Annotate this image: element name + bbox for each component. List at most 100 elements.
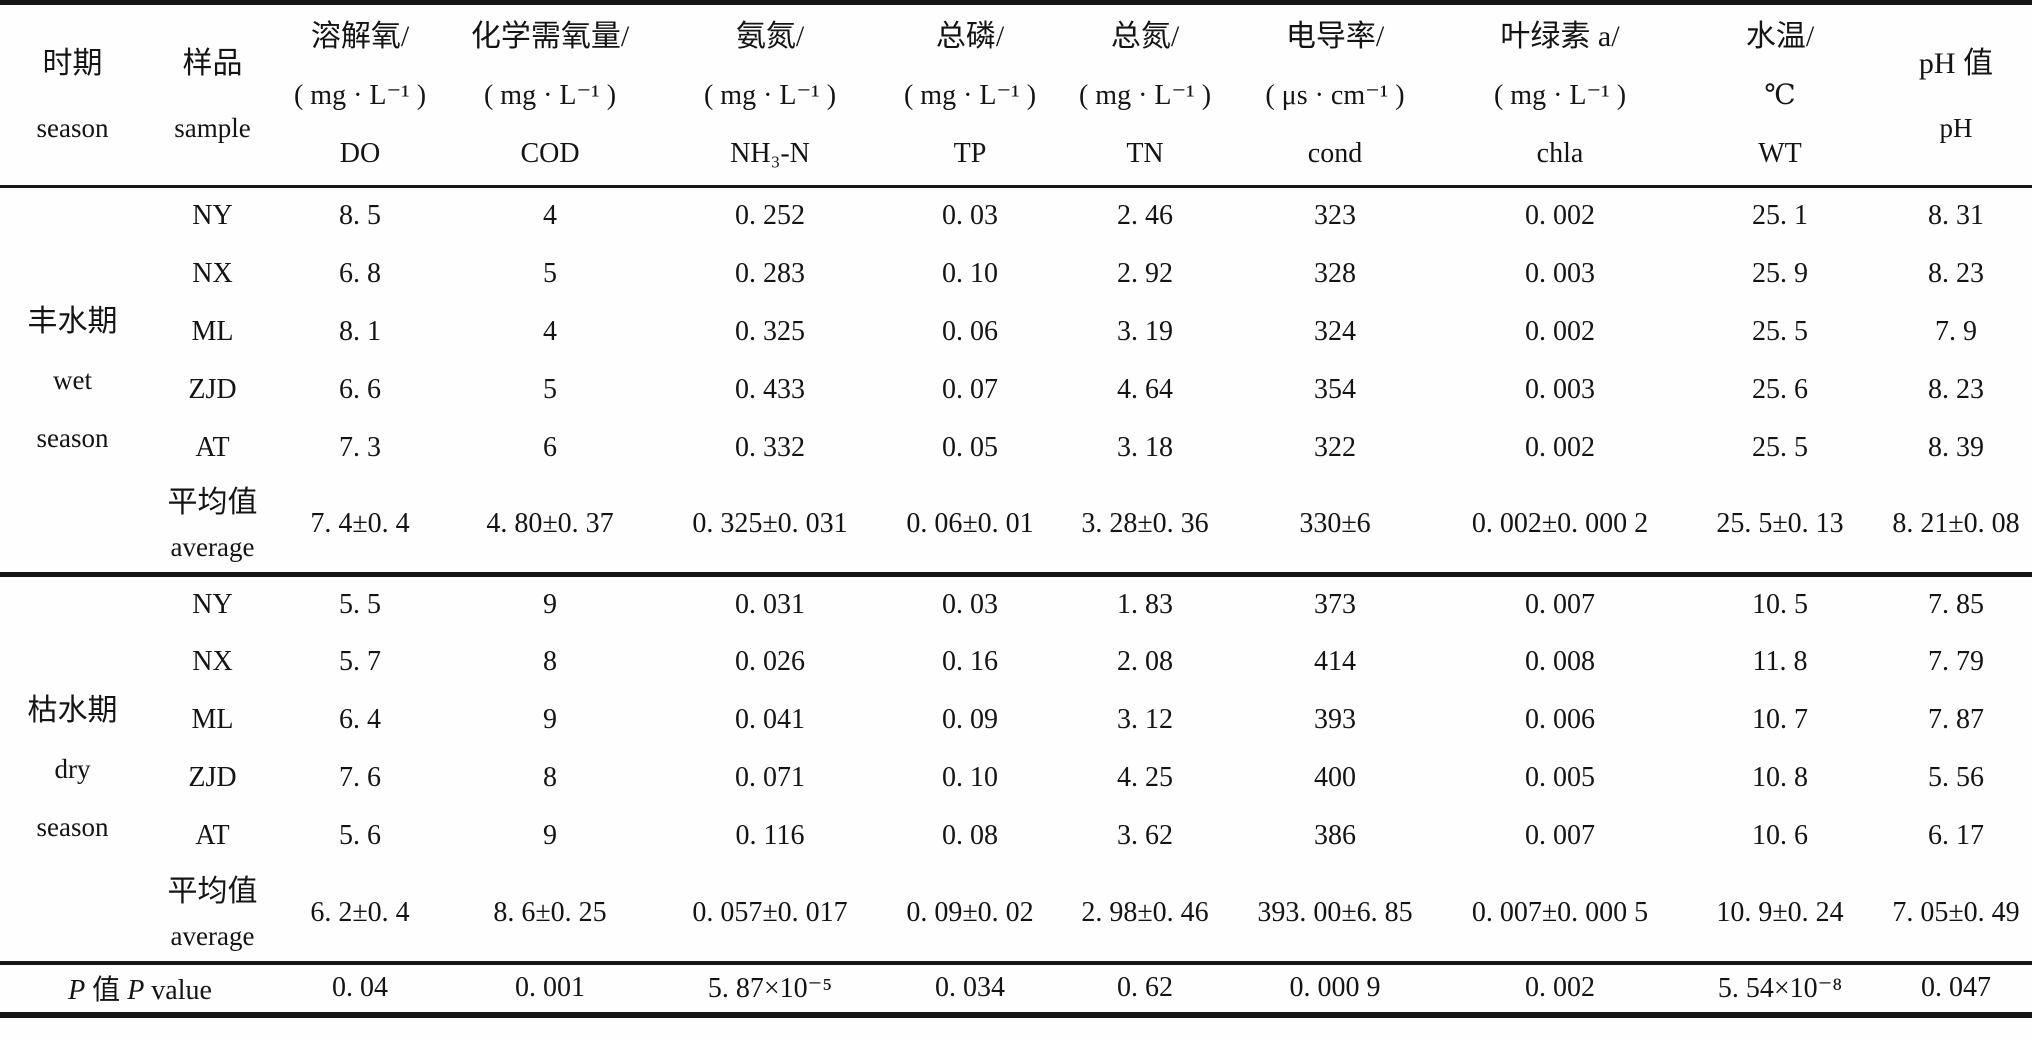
- table-cell: 5. 7: [339, 645, 381, 677]
- table-cell: 0. 000 9: [1289, 972, 1381, 1003]
- table-cell: 8. 5: [339, 200, 381, 232]
- header-line-zh: 总磷/: [935, 20, 1005, 53]
- header-line-zh: pH 值: [1918, 47, 1994, 80]
- header-cell-chla: 叶绿素 a/ ( mg · L⁻¹ ) chla: [1440, 3, 1680, 187]
- table-header: 时期 season 样品 sample 溶解氧/ ( mg · L⁻¹ ) DO…: [0, 3, 2032, 187]
- table-cell: 0. 026: [735, 645, 805, 677]
- table-cell: 0. 057±0. 017: [692, 896, 848, 928]
- table-cell: 0. 03: [942, 588, 998, 620]
- wet-season-block: 丰水期 wet season NY 8. 5 4 0. 252 0. 03 2.…: [0, 187, 2032, 575]
- table-cell: 0. 325: [735, 315, 805, 347]
- table-cell: 7. 79: [1928, 645, 1984, 677]
- table-cell: 0. 002: [1525, 431, 1595, 463]
- table-row: 丰水期 wet season NY 8. 5 4 0. 252 0. 03 2.…: [0, 187, 2032, 453]
- header-line-abbr: WT: [1758, 138, 1802, 169]
- table-cell: 0. 008: [1525, 645, 1595, 677]
- table-row: AT 7. 3 6 0. 332 0. 05 3. 18 322 0. 002 …: [0, 419, 2032, 477]
- table-cell: 9: [543, 588, 557, 620]
- header-line-zh: 样品: [182, 47, 243, 80]
- table-cell: 0. 071: [735, 761, 805, 793]
- table-cell: 7. 6: [339, 761, 381, 793]
- table-cell: 0. 05: [942, 431, 998, 463]
- table-cell: 25. 5±0. 13: [1716, 508, 1844, 540]
- table-row: NX 5. 7 8 0. 026 0. 16 2. 08 414 0. 008 …: [0, 633, 2032, 691]
- table-cell: 393. 00±6. 85: [1257, 896, 1413, 928]
- table-cell: 0. 041: [735, 703, 805, 735]
- table-cell: 0. 034: [935, 972, 1005, 1003]
- table-cell: 3. 18: [1117, 431, 1173, 463]
- table-row: ML 6. 4 9 0. 041 0. 09 3. 12 393 0. 006 …: [0, 691, 2032, 749]
- table-cell: 0. 031: [735, 588, 805, 620]
- header-line-zh: 氨氮/: [735, 20, 805, 53]
- table-cell: 9: [543, 703, 557, 735]
- header-line-zh: 时期: [42, 47, 103, 80]
- table-cell: 373: [1314, 588, 1356, 620]
- header-cell-cond: 电导率/ ( μs · cm⁻¹ ) cond: [1230, 3, 1440, 187]
- sample-cell: NY: [192, 588, 233, 620]
- sample-cell: AT: [195, 431, 230, 463]
- table-cell: 0. 06±0. 01: [906, 508, 1034, 540]
- header-cell-wt: 水温/ ℃ WT: [1680, 3, 1880, 187]
- table-cell: 2. 92: [1117, 257, 1173, 289]
- table-cell: 0. 10: [942, 257, 998, 289]
- table-cell: 354: [1314, 373, 1356, 405]
- header-cell-season: 时期 season: [0, 3, 145, 187]
- header-line-unit: ℃: [1764, 80, 1796, 111]
- table-cell: 0. 007: [1525, 588, 1595, 620]
- table-cell: 8: [543, 761, 557, 793]
- table-cell: 8. 23: [1928, 257, 1984, 289]
- header-line-abbr: cond: [1307, 138, 1363, 169]
- average-label-cell: 平均值 average: [145, 477, 280, 575]
- header-line-zh: 叶绿素 a/: [1500, 20, 1620, 53]
- header-line-en: season: [36, 113, 109, 143]
- header-line-en: pH: [1939, 113, 1973, 143]
- sample-cell: ZJD: [188, 373, 237, 405]
- header-line-abbr: COD: [520, 138, 580, 169]
- header-cell-ph: pH 值 pH: [1880, 3, 2032, 187]
- table-cell: 5: [543, 373, 557, 405]
- average-label-en: average: [170, 920, 255, 951]
- table-cell: 7. 3: [339, 431, 381, 463]
- sample-cell: ZJD: [188, 761, 237, 793]
- table-cell: 0. 007: [1525, 819, 1595, 851]
- table-cell: 0. 283: [735, 257, 805, 289]
- table-cell: 10. 7: [1752, 703, 1808, 735]
- average-label-zh: 平均值: [167, 874, 258, 908]
- header-line-abbr: NH₃-N: [730, 138, 810, 169]
- table-cell: 6. 2±0. 4: [310, 896, 410, 928]
- table-cell: 3. 62: [1117, 819, 1173, 851]
- table-row: AT 5. 6 9 0. 116 0. 08 3. 62 386 0. 007 …: [0, 807, 2032, 865]
- header-cell-do: 溶解氧/ ( mg · L⁻¹ ) DO: [280, 3, 440, 187]
- table-cell: 7. 9: [1935, 315, 1977, 347]
- header-line-unit: ( mg · L⁻¹ ): [293, 80, 427, 111]
- header-line-zh: 水温/: [1745, 20, 1815, 53]
- season-label-en2: season: [36, 423, 109, 453]
- table-cell: 0. 03: [942, 200, 998, 232]
- table-cell: 0. 325±0. 031: [692, 508, 848, 540]
- table-cell: 8: [543, 645, 557, 677]
- header-line-zh: 化学需氧量/: [470, 20, 630, 53]
- average-label-zh: 平均值: [167, 486, 258, 520]
- table-row: ZJD 7. 6 8 0. 071 0. 10 4. 25 400 0. 005…: [0, 749, 2032, 807]
- sample-cell: AT: [195, 819, 230, 851]
- table-cell: 25. 5: [1752, 315, 1808, 347]
- header-cell-nh3n: 氨氮/ ( mg · L⁻¹ ) NH₃-N: [660, 3, 880, 187]
- table-cell: 0. 07: [942, 373, 998, 405]
- table-cell: 0. 16: [942, 645, 998, 677]
- table-cell: 0. 252: [735, 200, 805, 232]
- table-cell: 10. 8: [1752, 761, 1808, 793]
- table-cell: 8. 1: [339, 315, 381, 347]
- table-cell: 10. 9±0. 24: [1716, 896, 1844, 928]
- table-cell: 9: [543, 819, 557, 851]
- table-cell: 0. 003: [1525, 257, 1595, 289]
- table-cell: 3. 28±0. 36: [1081, 508, 1209, 540]
- table-cell: 328: [1314, 257, 1356, 289]
- table-cell: 7. 05±0. 49: [1892, 896, 2020, 928]
- header-line-abbr: TN: [1126, 138, 1164, 169]
- table-cell: 0. 005: [1525, 761, 1595, 793]
- table-cell: 25. 9: [1752, 257, 1808, 289]
- table-cell: 0. 006: [1525, 703, 1595, 735]
- table-cell: 0. 62: [1117, 972, 1173, 1003]
- table-cell: 0. 002: [1525, 200, 1595, 232]
- header-line-unit: ( mg · L⁻¹ ): [703, 80, 837, 111]
